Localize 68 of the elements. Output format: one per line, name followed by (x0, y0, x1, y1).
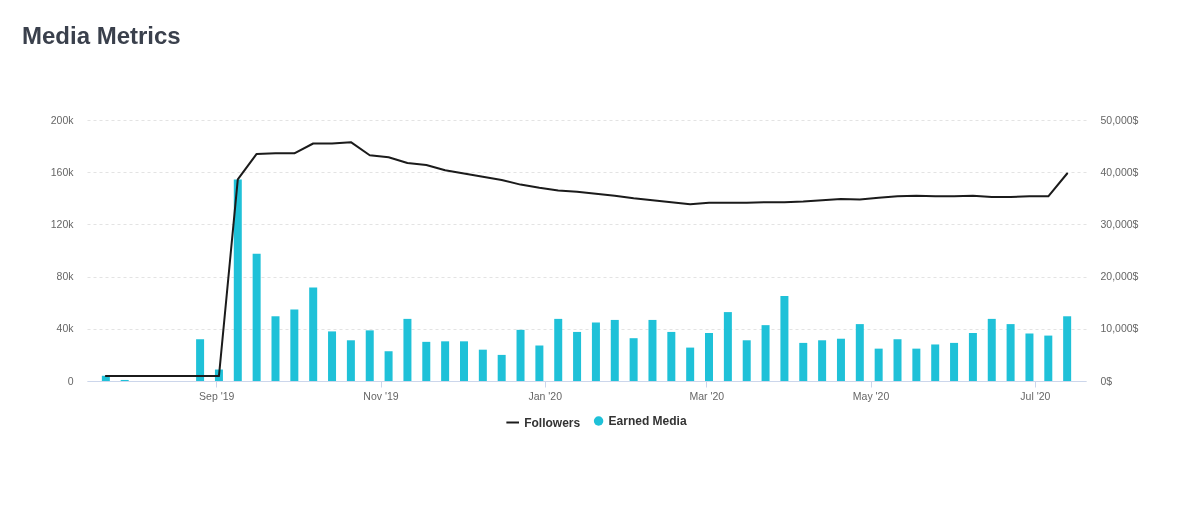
y2-tick-label: 10,000$ (1100, 322, 1139, 335)
bar (874, 348, 883, 381)
bar (591, 322, 600, 381)
bar (422, 341, 431, 381)
bar (290, 309, 299, 381)
bar (950, 342, 959, 381)
bar (893, 339, 902, 381)
bar (535, 345, 544, 381)
bar (516, 329, 525, 381)
y-tick-label: 80k (56, 270, 75, 283)
bar (459, 341, 468, 381)
bar (667, 331, 676, 381)
y2-tick-label: 30,000$ (1100, 217, 1139, 230)
bar (309, 287, 318, 381)
bar (780, 295, 789, 381)
bar (686, 347, 695, 381)
y-tick-label: 40k (56, 322, 75, 335)
bar (441, 341, 450, 381)
bar (1044, 335, 1053, 381)
bar (931, 344, 940, 381)
bar (233, 179, 242, 381)
bar (818, 340, 827, 381)
bar (1025, 333, 1034, 381)
bar (1063, 316, 1072, 381)
bar (328, 331, 337, 381)
x-tick-label: Mar '20 (689, 389, 725, 402)
bar (742, 340, 751, 381)
bar (968, 332, 977, 381)
bar (403, 318, 412, 381)
x-tick-label: Sep '19 (199, 389, 235, 402)
bar (761, 325, 770, 381)
bar (573, 331, 582, 381)
bar (610, 319, 619, 381)
bar (346, 340, 355, 381)
y2-tick-label: 40,000$ (1100, 165, 1139, 178)
bar (252, 253, 261, 381)
bar (478, 349, 487, 381)
y-tick-label: 120k (50, 217, 75, 230)
bar (987, 318, 996, 381)
bar (497, 354, 506, 381)
bar (705, 332, 714, 381)
line-series (104, 141, 1069, 378)
x-tick-label: Jan '20 (528, 389, 563, 402)
x-tick-label: May '20 (852, 389, 890, 402)
chart-title: Media Metrics (22, 22, 181, 49)
bar (723, 312, 732, 381)
bar (855, 324, 864, 381)
bar (196, 339, 205, 381)
bar (271, 316, 280, 381)
bar (799, 342, 808, 381)
bar (629, 338, 638, 381)
y2-tick-label: 50,000$ (1100, 113, 1139, 126)
bar (648, 319, 657, 381)
bar (554, 318, 563, 381)
y-tick-label: 200k (50, 113, 75, 126)
bar (912, 348, 921, 381)
legend-label: Earned Media (608, 414, 687, 428)
x-tick-label: Jul '20 (1020, 389, 1051, 402)
y2-tick-label: 20,000$ (1100, 270, 1139, 283)
bar (836, 338, 845, 381)
legend-label: Followers (524, 415, 581, 430)
bar (365, 330, 374, 381)
x-tick-label: Nov '19 (363, 389, 399, 402)
y-tick-label: 0 (67, 374, 74, 387)
bar (1006, 324, 1015, 381)
y-tick-label: 160k (50, 165, 75, 178)
y2-tick-label: 0$ (1100, 374, 1113, 387)
bar (384, 351, 393, 381)
